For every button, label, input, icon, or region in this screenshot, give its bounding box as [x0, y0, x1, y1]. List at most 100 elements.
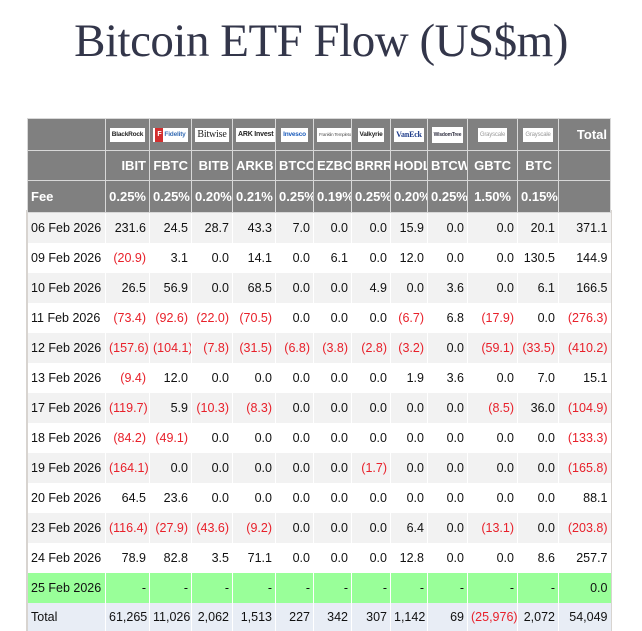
ticker-header: GBTC — [467, 150, 518, 181]
flow-cell: 0.0 — [517, 513, 559, 543]
flow-cell: (8.3) — [232, 393, 276, 423]
row-date: 20 Feb 2026 — [27, 483, 106, 513]
row-date: 25 Feb 2026 — [27, 573, 106, 603]
ticker-row: IBIT FBTC BITB ARKB BTCO EZBC BRRR HODL … — [27, 150, 611, 181]
cumulative-cell: (25,976) — [467, 603, 518, 631]
row-date: 18 Feb 2026 — [27, 423, 106, 453]
flow-cell: 0.0 — [232, 363, 276, 393]
flow-cell: 0.0 — [191, 483, 233, 513]
flow-cell: (3.8) — [313, 333, 352, 363]
flow-cell: 0.0 — [275, 363, 314, 393]
flow-cell: - — [517, 573, 559, 603]
flow-cell: 0.0 — [427, 243, 468, 273]
flow-cell: 0.0 — [427, 393, 468, 423]
issuer-logo-fbtc: F Fidelity — [149, 118, 192, 151]
fee-value: 0.21% — [232, 180, 276, 213]
flow-cell: 0.0 — [390, 483, 428, 513]
flow-cell: (92.6) — [149, 303, 192, 333]
table-row: 19 Feb 2026 (164.1) 0.0 0.0 0.0 0.0 0.0 (1.7) 0.… — [27, 453, 611, 483]
flow-cell: 0.0 — [313, 483, 352, 513]
ticker-header: BTCW — [427, 150, 468, 181]
flow-cell: 0.0 — [390, 273, 428, 303]
flow-cell: 82.8 — [149, 543, 192, 573]
row-total: (410.2) — [558, 333, 611, 363]
issuer-logo-btcw: WisdomTree — [427, 118, 468, 151]
flow-cell: 0.0 — [275, 453, 314, 483]
page-title: Bitcoin ETF Flow (US$m) — [74, 15, 568, 67]
ticker-corner — [27, 150, 106, 181]
grayscale-logo-icon: Grayscale — [523, 128, 553, 143]
flow-cell: 68.5 — [232, 273, 276, 303]
flow-cell: 0.0 — [351, 513, 391, 543]
flow-cell: 1.9 — [390, 363, 428, 393]
flow-cell: 0.0 — [467, 243, 518, 273]
cumulative-cell: 2,062 — [191, 603, 233, 631]
flow-cell: (8.5) — [467, 393, 518, 423]
flow-cell: (7.8) — [191, 333, 233, 363]
cumulative-cell: 69 — [427, 603, 468, 631]
flow-cell: 26.5 — [105, 273, 150, 303]
flow-cell: 0.0 — [467, 363, 518, 393]
flow-cell: (27.9) — [149, 513, 192, 543]
ticker-header: BITB — [191, 150, 233, 181]
flow-cell: 0.0 — [191, 363, 233, 393]
flow-cell: 0.0 — [427, 483, 468, 513]
flow-cell: (22.0) — [191, 303, 233, 333]
flow-cell: 12.0 — [390, 243, 428, 273]
flow-cell: - — [105, 573, 150, 603]
flow-cell: 12.0 — [149, 363, 192, 393]
flow-cell: 0.0 — [390, 423, 428, 453]
flow-cell: (9.4) — [105, 363, 150, 393]
table-row: 23 Feb 2026 (116.4) (27.9) (43.6) (9.2) 0.0 0.… — [27, 513, 611, 543]
row-total: 257.7 — [558, 543, 611, 573]
flow-cell: (84.2) — [105, 423, 150, 453]
flow-cell: 0.0 — [191, 273, 233, 303]
flow-cell: 0.0 — [427, 212, 468, 243]
flow-cell: 24.5 — [149, 212, 192, 243]
flow-cell: (119.7) — [105, 393, 150, 423]
issuer-logo-brrr: Valkyrie — [351, 118, 391, 151]
flow-cell: 0.0 — [275, 543, 314, 573]
flow-cell: (59.1) — [467, 333, 518, 363]
flow-cell: (2.8) — [351, 333, 391, 363]
fee-value: 0.25% — [351, 180, 391, 213]
flow-cell: 0.0 — [313, 543, 352, 573]
flow-cell: (49.1) — [149, 423, 192, 453]
cumulative-cell: 61,265 — [105, 603, 150, 631]
cumulative-cell: 1,142 — [390, 603, 428, 631]
flow-cell: 43.3 — [232, 212, 276, 243]
row-total: 88.1 — [558, 483, 611, 513]
flow-cell: 0.0 — [351, 212, 391, 243]
invesco-logo-icon: Invesco — [281, 128, 308, 143]
table-row: 06 Feb 2026 231.6 24.5 28.7 43.3 7.0 0.0 0.0 15.… — [27, 212, 611, 243]
flow-cell: (20.9) — [105, 243, 150, 273]
flow-cell: (31.5) — [232, 333, 276, 363]
ticker-header: HODL — [390, 150, 428, 181]
flow-cell: 0.0 — [313, 303, 352, 333]
flow-cell: 3.6 — [427, 363, 468, 393]
flow-cell: 23.6 — [149, 483, 192, 513]
flow-cell: 0.0 — [232, 423, 276, 453]
fee-value: 0.20% — [390, 180, 428, 213]
issuer-logo-ibit: BlackRock — [105, 118, 150, 151]
flow-cell: 0.0 — [149, 453, 192, 483]
flow-cell: 0.0 — [191, 243, 233, 273]
table-left-border — [26, 210, 28, 631]
row-total: (203.8) — [558, 513, 611, 543]
flow-cell: 130.5 — [517, 243, 559, 273]
flow-cell: 0.0 — [313, 513, 352, 543]
flow-cell: (116.4) — [105, 513, 150, 543]
fee-label: Fee — [27, 180, 106, 213]
table-row: 18 Feb 2026 (84.2) (49.1) 0.0 0.0 0.0 0.0 0.0 0.… — [27, 423, 611, 453]
flow-cell: 0.0 — [390, 393, 428, 423]
flow-cell: - — [427, 573, 468, 603]
table-row: 13 Feb 2026 (9.4) 12.0 0.0 0.0 0.0 0.0 0.0 1.9 3.… — [27, 363, 611, 393]
issuer-logo-bitb: Bitwise — [191, 118, 233, 151]
flow-cell: - — [390, 573, 428, 603]
flow-cell: (73.4) — [105, 303, 150, 333]
flow-cell: 0.0 — [275, 303, 314, 333]
wisdomtree-logo-icon: WisdomTree — [431, 126, 464, 143]
flow-cell: 0.0 — [467, 543, 518, 573]
row-date: 12 Feb 2026 — [27, 333, 106, 363]
row-date: 10 Feb 2026 — [27, 273, 106, 303]
